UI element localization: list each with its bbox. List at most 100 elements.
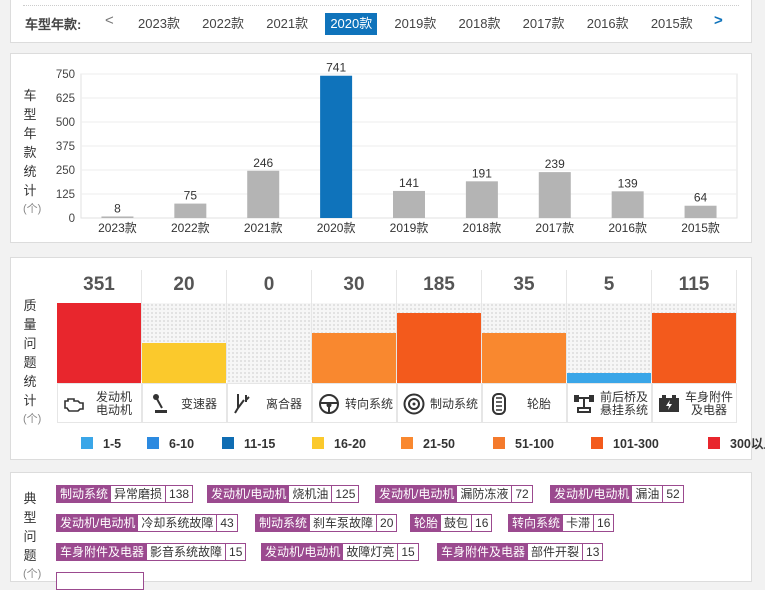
- typical-issue-tag[interactable]: 制动系统 刹车泵故障 20: [255, 514, 398, 532]
- y-tick-label: 375: [56, 141, 75, 153]
- year-tab-2022[interactable]: 2022款: [202, 16, 245, 31]
- year-tab-2016[interactable]: 2016款: [586, 16, 629, 31]
- legend-item: 101-300: [591, 436, 659, 452]
- x-tick-label: 2019款: [390, 221, 429, 235]
- year-selector-bar: 车型年款: < 2023款 2022款 2021款 2020款 2019款 2018款 20…: [10, 0, 752, 43]
- typical-issue-tag[interactable]: 车身附件及电器 部件开裂 13: [437, 543, 604, 561]
- tag-category: 车身附件及电器: [438, 544, 529, 560]
- chart-side-label: 车型年款统计 (个): [23, 86, 42, 219]
- typical-issue-tag[interactable]: 转向系统 卡滞 16: [508, 514, 615, 532]
- issue-category[interactable]: 轮胎: [482, 383, 567, 423]
- year-tab-2017[interactable]: 2017款: [522, 16, 565, 31]
- prev-year-arrow[interactable]: <: [105, 12, 114, 29]
- typical-issue-tag-partial[interactable]: [56, 572, 144, 590]
- clutch-pedal-icon: [232, 392, 256, 416]
- bar-2020款[interactable]: [320, 75, 353, 218]
- legend-swatch: [493, 437, 505, 449]
- issue-category-label: 发动机 电动机: [95, 390, 132, 417]
- issue-count: 20: [173, 274, 195, 295]
- unit-label: (个): [23, 413, 42, 425]
- tag-description: 卡滞: [566, 516, 591, 530]
- tag-count: 125: [331, 486, 358, 502]
- typical-side-label: 典型问题 (个): [23, 489, 41, 584]
- issue-category[interactable]: 制动系统: [397, 383, 482, 423]
- issue-count: 30: [343, 274, 365, 295]
- quality-issues-panel: 质量问题统计 (个) 351 发动机 电动机 20 变速器 0 离合器 30 转向系统 185 制动…: [10, 257, 765, 460]
- year-count-chart: 0 125 250 375 500 625 750 8 2023款 75 2022款 246 2021款…: [56, 61, 738, 235]
- bar-2016款[interactable]: [611, 191, 644, 218]
- bar-value-label: 8: [114, 201, 121, 215]
- issue-category-label: 转向系统: [344, 396, 393, 411]
- issue-category[interactable]: 前后桥及 悬挂系统: [567, 383, 652, 423]
- quality-column[interactable]: 115: [652, 270, 737, 383]
- tag-category: 发动机/电动机: [551, 486, 633, 502]
- quality-column[interactable]: 185: [397, 270, 482, 383]
- quality-column[interactable]: 35: [482, 270, 567, 383]
- x-tick-label: 2018款: [463, 221, 502, 235]
- typical-issues-panel: 典型问题 (个) 制动系统 异常磨损 138 发动机/电动机 烧机油 125 发动机/电动机漏…: [10, 472, 752, 590]
- typical-issue-tag[interactable]: 发动机/电动机 烧机油 125: [207, 485, 360, 503]
- x-tick-label: 2022款: [171, 221, 210, 235]
- quality-column[interactable]: 5: [567, 270, 652, 383]
- bar-value-label: 141: [399, 176, 419, 190]
- year-tab-2021[interactable]: 2021款: [266, 16, 309, 31]
- quality-column[interactable]: 0: [227, 270, 312, 383]
- bar-2017款[interactable]: [538, 172, 571, 218]
- issue-category[interactable]: 变速器: [142, 383, 227, 423]
- bar-value-label: 64: [694, 191, 708, 205]
- issue-category[interactable]: 转向系统: [312, 383, 397, 423]
- typical-issue-tag[interactable]: 发动机/电动机 冷却系统故障 43: [56, 514, 238, 532]
- typical-issue-tag[interactable]: 轮胎 鼓包 16: [410, 514, 493, 532]
- year-tab-2015[interactable]: 2015款: [650, 16, 693, 31]
- typical-issue-tag[interactable]: 发动机/电动机 漏油 52: [550, 485, 684, 503]
- legend-label: 21-50: [423, 437, 455, 451]
- year-tab-2023[interactable]: 2023款: [138, 16, 180, 31]
- dotted-divider: [23, 5, 739, 6]
- year-tab-2018[interactable]: 2018款: [458, 16, 501, 31]
- typical-issue-tag[interactable]: 制动系统 异常磨损 138: [56, 485, 194, 503]
- tag-description: 鼓包: [444, 516, 469, 530]
- bar-2023款[interactable]: [101, 216, 134, 218]
- issue-category[interactable]: 车身附件 及电器: [652, 383, 737, 423]
- legend-swatch: [81, 437, 93, 449]
- typical-issue-tag[interactable]: 发动机/电动机 漏防冻液 72: [375, 485, 533, 503]
- x-tick-label: 2015款: [681, 221, 720, 235]
- bar-2022款[interactable]: [174, 203, 207, 218]
- typical-issue-tag[interactable]: 发动机/电动机 故障灯亮 15: [261, 543, 419, 561]
- side-label-char: 量: [23, 317, 37, 332]
- bar-value-label: 75: [184, 189, 198, 203]
- bar-2018款[interactable]: [465, 181, 498, 218]
- quality-column[interactable]: 20: [142, 270, 227, 383]
- legend-label: 1-5: [103, 437, 122, 451]
- tag-description: 影音系统故障: [150, 545, 223, 559]
- bar-2015款[interactable]: [684, 205, 717, 218]
- issue-category[interactable]: 离合器: [227, 383, 312, 423]
- year-tab-2020[interactable]: 2020款: [325, 13, 378, 35]
- tag-description: 冷却系统故障: [141, 516, 214, 530]
- legend-swatch: [147, 437, 159, 449]
- issue-level-area: [652, 303, 736, 383]
- side-label-char: 题: [23, 355, 37, 370]
- year-tab-2019[interactable]: 2019款: [394, 16, 437, 31]
- bar-2019款[interactable]: [393, 190, 425, 218]
- quality-column[interactable]: 351: [57, 270, 142, 383]
- unit-label: (个): [23, 203, 42, 215]
- issue-level-fill: [567, 373, 651, 383]
- issue-count: 35: [513, 274, 535, 295]
- side-label-char: 统: [23, 374, 37, 389]
- bar-2021款[interactable]: [247, 170, 280, 218]
- tag-category: 发动机/电动机: [262, 544, 344, 560]
- tag-description: 部件开裂: [531, 545, 580, 559]
- typical-issue-tag[interactable]: 车身附件及电器 影音系统故障 15: [56, 543, 247, 561]
- quality-column[interactable]: 30: [312, 270, 397, 383]
- year-count-chart-panel: 车型年款统计 (个) 0 125 250 375 500 625 750 8 2023款 75 202…: [10, 53, 752, 243]
- battery-icon: [657, 392, 681, 416]
- issue-category-label: 制动系统: [429, 396, 478, 411]
- tag-category: 发动机/电动机: [57, 515, 139, 531]
- side-label-char: 质: [23, 298, 37, 313]
- legend-swatch: [401, 437, 413, 449]
- issue-level-fill: [57, 303, 141, 383]
- legend-label: 6-10: [169, 437, 195, 451]
- next-year-arrow[interactable]: >: [714, 12, 723, 29]
- issue-category[interactable]: 发动机 电动机: [57, 383, 142, 423]
